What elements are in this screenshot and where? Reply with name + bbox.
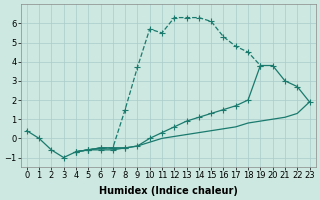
X-axis label: Humidex (Indice chaleur): Humidex (Indice chaleur) [99, 186, 237, 196]
